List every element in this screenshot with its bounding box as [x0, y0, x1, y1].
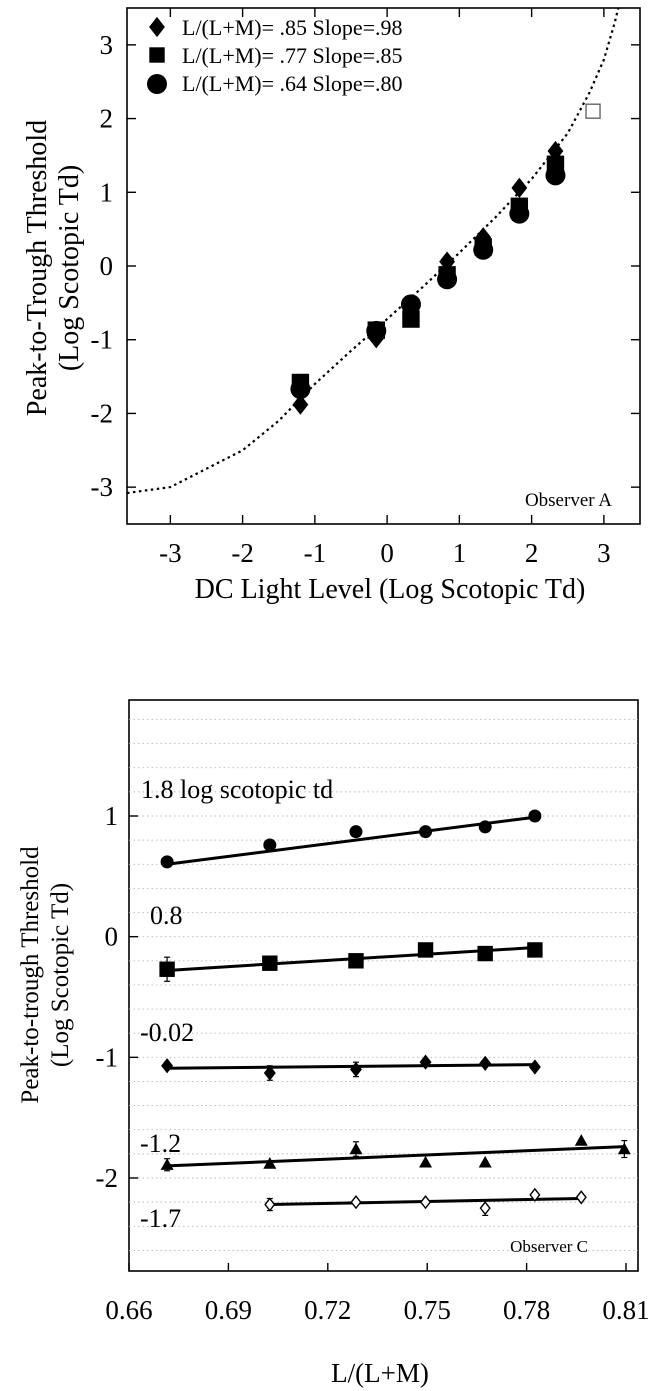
data-point-triangle [419, 1155, 433, 1168]
legend-marker-circle [147, 74, 167, 94]
x-tick-label-c: 0.75 [404, 1295, 451, 1325]
data-point-diamond [350, 1061, 362, 1078]
data-point-open-diamond [575, 1190, 587, 1205]
data-point-diamond [479, 1055, 492, 1072]
data-point-circle [160, 855, 174, 869]
ticks-a: -3 -2 -1 0 1 2 3 -3 -2 -1 0 1 2 3 [91, 8, 640, 568]
x-tick-label-a: 1 [453, 538, 467, 568]
data-point-circle [290, 379, 311, 400]
observer-label-a: Observer A [525, 490, 612, 511]
x-tick-label-c: 0.69 [205, 1295, 252, 1325]
x-tick-label-c: 0.81 [602, 1295, 649, 1325]
data-point-diamond [161, 1058, 174, 1074]
data-point-open-diamond [419, 1194, 432, 1210]
y-axis-title-c-line2: (Log Scotopic Td) [47, 883, 74, 1067]
x-axis-title-a: DC Light Level (Log Scotopic Td) [195, 574, 586, 605]
data-point-square [527, 942, 543, 958]
data-point-open-diamond [529, 1187, 541, 1203]
legend-markers [147, 16, 167, 94]
data-point-circle [349, 825, 363, 839]
y-axis-title-a-line2: (Log Scotopic Td) [54, 165, 85, 371]
legend-marker-square [149, 47, 165, 63]
data-point-triangle [574, 1134, 588, 1146]
series-label-1-8: 1.8 log scotopic td [141, 775, 333, 804]
x-tick-label-a: -1 [304, 538, 327, 568]
x-tick-label-c: 0.78 [503, 1295, 550, 1325]
series-label-1-2: -1.2 [140, 1129, 181, 1158]
data-point-circle [545, 165, 566, 186]
y-tick-label-a: -1 [91, 325, 114, 355]
data-point-square [348, 953, 364, 969]
y-tick-label-c: -1 [96, 1042, 119, 1072]
data-point-diamond [292, 394, 309, 415]
y-tick-label-c: 1 [105, 801, 119, 831]
legend-label-077: L/(L+M)= .77 Slope=.85 [182, 43, 403, 68]
x-tick-label-a: 0 [380, 538, 394, 568]
fit-line [167, 1145, 625, 1168]
y-tick-label-a: 2 [100, 104, 114, 134]
y-axis-title-c-line1: Peak-to-trough Threshold [17, 846, 44, 1104]
data-point-triangle [263, 1157, 277, 1169]
data-point-circle [419, 825, 433, 839]
legend-label-064: L/(L+M)= .64 Slope=.80 [182, 71, 403, 96]
data-point-diamond [511, 177, 528, 199]
data-point-circle [366, 320, 387, 341]
data-point-open-diamond [264, 1197, 276, 1212]
fit-line [167, 1063, 535, 1070]
data-point-diamond [419, 1054, 432, 1070]
data-point-circle [509, 203, 530, 224]
data-point-open-diamond [350, 1194, 362, 1210]
x-tick-label-a: 2 [525, 538, 539, 568]
y-tick-label-c: -2 [96, 1163, 119, 1193]
data-point-circle [263, 838, 277, 852]
data-point-diamond [263, 1065, 276, 1081]
data-point-circle [400, 294, 421, 315]
y-tick-label-a: 1 [100, 177, 114, 207]
legend-marker-diamond [149, 16, 165, 38]
y-axis-title-a-line1: Peak-to-Trough Threshold [22, 120, 53, 416]
data-point-square [417, 942, 434, 958]
fit-line [166, 815, 536, 866]
series-label-0-8: 0.8 [150, 901, 183, 930]
data-point-square [262, 955, 278, 971]
chart-observer-a: -3 -2 -1 0 1 2 3 -3 -2 -1 0 1 2 3 L/(L+M)= .85 Slope=… [22, 7, 641, 605]
data-point-diamond [528, 1059, 541, 1075]
data-point-circle [437, 269, 458, 290]
x-tick-label-a: 3 [597, 538, 611, 568]
data-point-open-diamond [479, 1201, 491, 1216]
data-point-triangle [160, 1158, 174, 1170]
data-point-triangle [349, 1142, 363, 1155]
x-axis-title-c: L/(L+M) [331, 1358, 429, 1388]
series-label-1-7: -1.7 [140, 1204, 181, 1233]
observer-label-c: Observer C [510, 1237, 588, 1256]
grid-c: -2 -1 0 1 0.66 0.69 0.72 0.75 0.78 0.81 [96, 719, 650, 1325]
data-point-circle [473, 239, 494, 260]
data-point-triangle [478, 1155, 492, 1168]
y-tick-label-a: 0 [100, 251, 114, 281]
chart-observer-c: -2 -1 0 1 0.66 0.69 0.72 0.75 0.78 0.81 1.8 log s… [17, 699, 650, 1388]
legend-a: L/(L+M)= .85 Slope=.98 L/(L+M)= .77 Slop… [147, 15, 403, 96]
data-marks-c [159, 809, 631, 1217]
x-tick-label-c: 0.66 [105, 1295, 152, 1325]
data-point-square [477, 945, 493, 962]
dotted-reference-curve [126, 7, 620, 495]
series-label-0-02: -0.02 [140, 1018, 194, 1047]
data-point-triangle [617, 1142, 631, 1155]
data-marks-a [290, 103, 601, 415]
data-point-circle [478, 820, 492, 834]
y-tick-label-a: -3 [91, 472, 114, 502]
y-tick-label-a: 3 [100, 30, 114, 60]
x-tick-label-a: -3 [159, 538, 182, 568]
x-tick-label-a: -2 [231, 538, 254, 568]
plot-frame-c [128, 699, 639, 1272]
data-point-open-square [585, 103, 601, 119]
y-tick-label-a: -2 [91, 398, 114, 428]
data-point-circle [528, 809, 542, 823]
legend-label-085: L/(L+M)= .85 Slope=.98 [182, 15, 403, 40]
y-tick-label-c: 0 [105, 922, 119, 952]
data-point-square [159, 961, 175, 977]
x-tick-label-c: 0.72 [304, 1295, 351, 1325]
fit-lines-c [166, 815, 625, 1207]
